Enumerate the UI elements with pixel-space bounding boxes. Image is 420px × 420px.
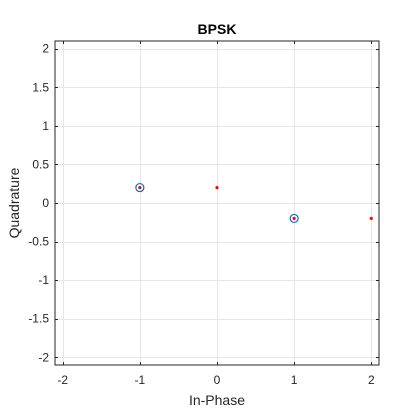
y-tick-label: 0 bbox=[42, 196, 49, 210]
y-tick-label: 1.5 bbox=[32, 80, 49, 94]
reference-point-dot bbox=[138, 185, 142, 190]
x-tick-label: 2 bbox=[368, 373, 375, 387]
x-tick-label: -1 bbox=[135, 373, 146, 387]
tick-layer bbox=[55, 41, 379, 365]
reference-point-dot bbox=[369, 216, 373, 221]
y-axis-label: Quadrature bbox=[6, 167, 22, 238]
y-tick-label: -1.5 bbox=[28, 312, 49, 326]
y-tick-label: -2 bbox=[38, 350, 49, 364]
chart-title: BPSK bbox=[198, 21, 237, 37]
x-tick-label: 1 bbox=[291, 373, 298, 387]
y-tick-label: 0.5 bbox=[32, 157, 49, 171]
y-tick-label: -1 bbox=[38, 273, 49, 287]
received-symbol-circle bbox=[289, 213, 299, 224]
x-axis-label: In-Phase bbox=[189, 392, 245, 408]
reference-point-dot bbox=[292, 216, 296, 221]
y-tick-label: -0.5 bbox=[28, 235, 49, 249]
y-tick-label: 1 bbox=[42, 119, 49, 133]
y-tick-label: 2 bbox=[42, 42, 49, 56]
tick-label-layer: -2 -1 0 1 2 2 1.5 1 0.5 0 -0.5 -1 -1.5 -2 bbox=[28, 42, 375, 387]
x-tick-label: -2 bbox=[57, 373, 68, 387]
x-tick-label: 0 bbox=[214, 373, 221, 387]
data-layer bbox=[135, 182, 373, 224]
received-symbol-circle bbox=[135, 182, 145, 193]
grid-layer bbox=[55, 41, 379, 365]
reference-point-dot bbox=[215, 185, 219, 190]
